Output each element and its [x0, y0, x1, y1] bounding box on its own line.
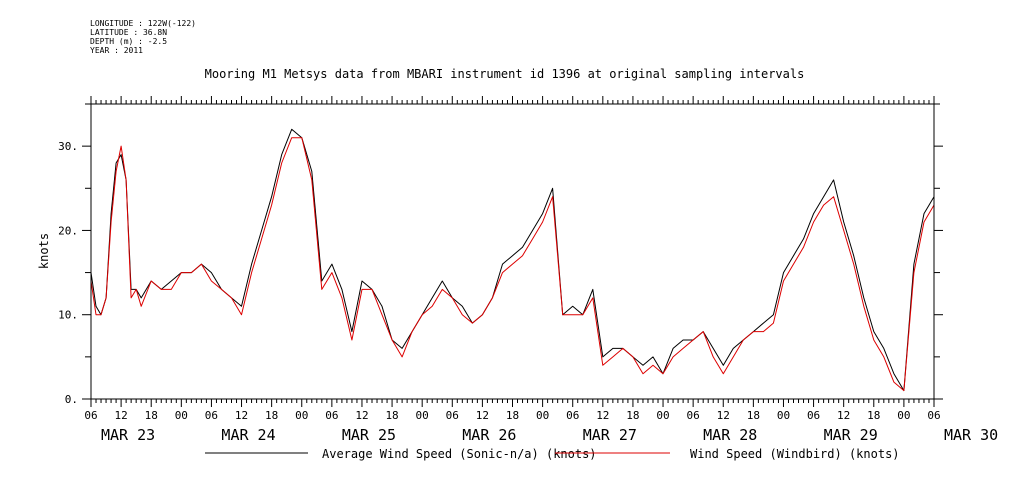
axis-labels: 0. 10. 20. 30. 06 12 18 00 06 12 18 00 06 12 18 00 06 12 1…: [58, 140, 998, 444]
x-tick-label: 06: [325, 409, 338, 422]
x-date-label: MAR 30: [944, 426, 998, 444]
x-tick-label: 18: [506, 409, 519, 422]
x-tick-label: 18: [265, 409, 278, 422]
x-date-label: MAR 29: [824, 426, 878, 444]
x-tick-label: 12: [717, 409, 730, 422]
x-tick-label: 18: [626, 409, 639, 422]
chart-title: Mooring M1 Metsys data from MBARI instru…: [204, 67, 805, 81]
x-date-label: MAR 23: [101, 426, 155, 444]
x-tick-label: 06: [927, 409, 940, 422]
y-tick-label: 20.: [58, 224, 78, 237]
axis-ticks: [82, 96, 943, 407]
x-tick-label: 12: [476, 409, 489, 422]
x-date-label: MAR 28: [703, 426, 757, 444]
x-tick-label: 00: [656, 409, 669, 422]
y-tick-label: 30.: [58, 140, 78, 153]
station-metadata: LONGITUDE : 122W(-122) LATITUDE : 36.8N …: [90, 19, 196, 55]
plot-frame: [90, 103, 935, 400]
x-tick-label: 18: [385, 409, 398, 422]
legend-label: Wind Speed (Windbird) (knots): [690, 447, 900, 461]
series-windbird-wind-speed: [90, 137, 935, 392]
x-tick-label: 00: [416, 409, 429, 422]
x-tick-label: 00: [897, 409, 910, 422]
x-tick-label: 12: [355, 409, 368, 422]
longitude-label: LONGITUDE : 122W(-122): [90, 19, 196, 28]
x-date-label: MAR 27: [583, 426, 637, 444]
depth-label: DEPTH (m) : -2.5: [90, 37, 168, 46]
x-tick-label: 06: [205, 409, 218, 422]
x-tick-label: 12: [596, 409, 609, 422]
x-tick-label: 06: [446, 409, 459, 422]
x-date-label: MAR 25: [342, 426, 396, 444]
x-tick-label: 00: [295, 409, 308, 422]
latitude-label: LATITUDE : 36.8N: [90, 28, 168, 37]
y-tick-label: 0.: [65, 393, 78, 406]
x-tick-label: 18: [747, 409, 760, 422]
x-tick-label: 06: [687, 409, 700, 422]
y-axis-label: knots: [37, 233, 51, 269]
x-tick-label: 06: [566, 409, 579, 422]
y-tick-label: 10.: [58, 309, 78, 322]
x-tick-label: 00: [777, 409, 790, 422]
x-tick-label: 12: [235, 409, 248, 422]
x-tick-label: 00: [536, 409, 549, 422]
x-tick-label: 12: [114, 409, 127, 422]
legend-label: Average Wind Speed (Sonic-n/a) (knots): [322, 447, 597, 461]
legend: Average Wind Speed (Sonic-n/a) (knots) Wi…: [205, 447, 900, 461]
series-group: [90, 128, 935, 392]
x-tick-label: 06: [807, 409, 820, 422]
x-tick-label: 18: [867, 409, 880, 422]
year-label: YEAR : 2011: [90, 46, 143, 55]
x-date-label: MAR 26: [462, 426, 516, 444]
x-tick-label: 18: [145, 409, 158, 422]
x-tick-label: 12: [837, 409, 850, 422]
x-date-label: MAR 24: [221, 426, 275, 444]
x-tick-label: 06: [84, 409, 97, 422]
x-tick-label: 00: [175, 409, 188, 422]
series-average-wind-speed: [90, 128, 935, 392]
